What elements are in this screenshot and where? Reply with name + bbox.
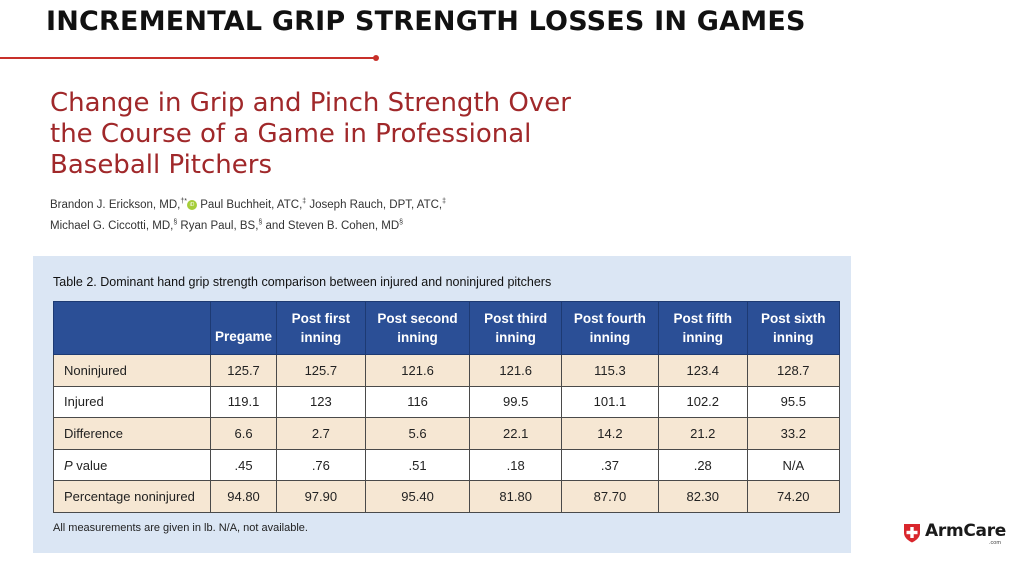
table-cell: 101.1 (560, 385, 659, 419)
table-cell: .37 (560, 448, 659, 482)
author-affiliation: § (399, 218, 404, 226)
paper-title-line: the Course of a Game in Professional (50, 119, 532, 149)
paper-title-line: Change in Grip and Pinch Strength Over (50, 88, 571, 118)
paper-title-line: Baseball Pitchers (50, 150, 272, 180)
table-header-cell: Pregame (209, 301, 278, 355)
row-label-italic: P (64, 457, 73, 473)
table-cell: N/A (746, 448, 841, 482)
table-cell: 21.2 (657, 417, 748, 450)
row-label-text: value (72, 457, 108, 473)
table-row: Percentage noninjured 94.80 97.90 95.40 … (53, 480, 841, 513)
table-cell: 125.7 (276, 354, 366, 387)
author-line: Michael G. Ciccotti, MD,§ Ryan Paul, BS,… (50, 214, 570, 235)
logo-suffix-text: .com (989, 540, 1001, 546)
table-cell: 128.7 (746, 354, 841, 387)
table-cell: 2.7 (276, 417, 366, 450)
author-name: Brandon J. Erickson, MD, (50, 198, 181, 211)
table-cell: 119.1 (209, 385, 278, 419)
row-label: Percentage noninjured (53, 480, 211, 513)
table-row: Injured 119.1 123 116 99.5 101.1 102.2 9… (53, 385, 841, 419)
grip-strength-table: Pregame Post first inning Post second in… (53, 301, 841, 513)
table-cell: 14.2 (560, 417, 659, 450)
table-cell: .45 (209, 448, 278, 482)
table-cell: 81.80 (469, 480, 562, 513)
author-affiliation: § (258, 218, 263, 226)
author-name: Paul Buchheit, ATC, (197, 198, 303, 211)
table-header-cell: Post fourth inning (560, 301, 659, 355)
table-cell: 94.80 (209, 480, 278, 513)
table-cell: .18 (469, 448, 562, 482)
author-name: Joseph Rauch, DPT, ATC, (306, 198, 443, 211)
table-cell: 6.6 (209, 417, 278, 450)
author-line: Brandon J. Erickson, MD,†* iD Paul Buchhe… (50, 193, 570, 214)
row-label: Difference (53, 417, 211, 450)
table-cell: 125.7 (209, 354, 278, 387)
slide-title: INCREMENTAL GRIP STRENGTH LOSSES IN GAME… (46, 6, 806, 37)
table-header-cell: Post first inning (276, 301, 366, 355)
row-label: Injured (53, 385, 211, 419)
table-caption: Table 2. Dominant hand grip strength com… (53, 275, 552, 289)
author-list: Brandon J. Erickson, MD,†* iD Paul Buchhe… (50, 193, 570, 235)
author-affiliation: ‡ (442, 198, 447, 205)
author-name: and Steven B. Cohen, MD (262, 219, 400, 232)
author-affiliation: ‡ (302, 198, 307, 205)
table-cell: 33.2 (746, 417, 841, 450)
table-row: P value .45 .76 .51 .18 .37 .28 N/A (53, 448, 841, 482)
table-footnote: All measurements are given in lb. N/A, n… (53, 522, 308, 534)
orcid-icon: iD (187, 199, 198, 210)
table-cell: .28 (657, 448, 748, 482)
table-cell: 74.20 (746, 480, 841, 513)
author-affiliation: § (173, 218, 178, 226)
table-cell: 102.2 (657, 385, 748, 419)
table-cell: 99.5 (469, 385, 562, 419)
table-cell: .51 (364, 448, 471, 482)
table-header-row: Pregame Post first inning Post second in… (53, 301, 841, 355)
table-cell: 116 (364, 385, 471, 419)
armcare-logo: ArmCare .com (903, 519, 1013, 549)
table-cell: 87.70 (560, 480, 659, 513)
table-cell: 121.6 (469, 354, 562, 387)
table-cell: 82.30 (657, 480, 748, 513)
table-cell: 115.3 (560, 354, 659, 387)
paper-title: Change in Grip and Pinch Strength Over t… (50, 88, 610, 181)
table-cell: 123 (276, 385, 366, 419)
table-row: Noninjured 125.7 125.7 121.6 121.6 115.3… (53, 354, 841, 387)
table-cell: 95.40 (364, 480, 471, 513)
table-header-cell (53, 301, 211, 355)
table-header-cell: Post sixth inning (746, 301, 841, 355)
table-header-cell: Post third inning (469, 301, 562, 355)
author-name: Michael G. Ciccotti, MD, (50, 219, 174, 232)
table-cell: 5.6 (364, 417, 471, 450)
table-cell: 95.5 (746, 385, 841, 419)
table-row: Difference 6.6 2.7 5.6 22.1 14.2 21.2 33… (53, 417, 841, 450)
table-header-cell: Post fifth inning (657, 301, 748, 355)
row-label: P value (53, 448, 211, 482)
shield-cross-icon (904, 524, 920, 543)
title-underline (0, 57, 376, 59)
table-cell: .76 (276, 448, 366, 482)
author-affiliation: †* (180, 198, 188, 205)
table-cell: 121.6 (364, 354, 471, 387)
row-label: Noninjured (53, 354, 211, 387)
table-cell: 97.90 (276, 480, 366, 513)
table-cell: 22.1 (469, 417, 562, 450)
author-name: Ryan Paul, BS, (177, 219, 259, 232)
table-panel: Table 2. Dominant hand grip strength com… (33, 256, 851, 553)
table-cell: 123.4 (657, 354, 748, 387)
title-underline-dot (373, 55, 379, 61)
table-header-cell: Post second inning (364, 301, 471, 355)
logo-brand-text: ArmCare (925, 521, 1007, 541)
